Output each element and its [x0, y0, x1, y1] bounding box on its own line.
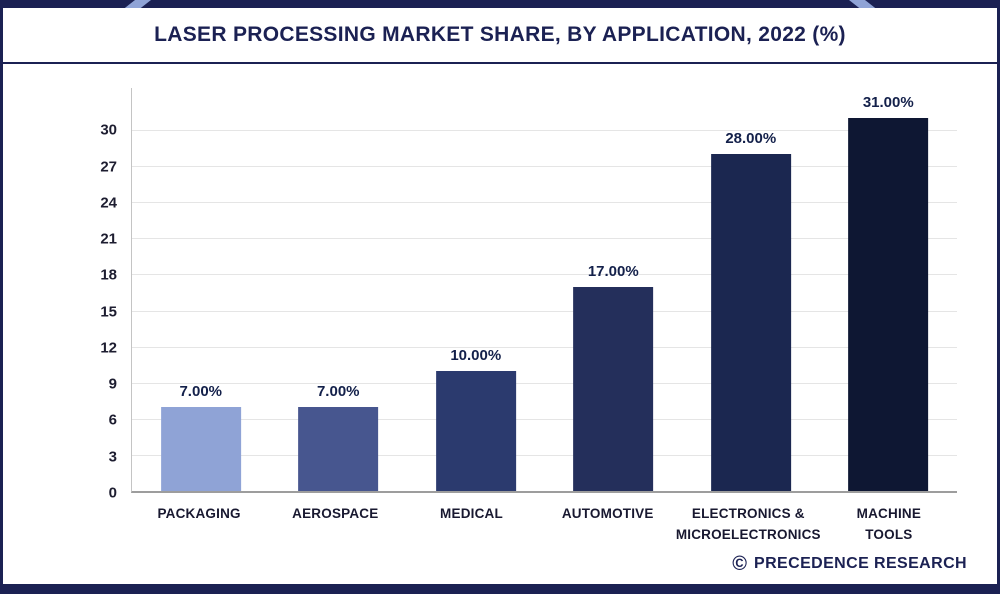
bar-5	[848, 118, 929, 491]
bar-value-label: 28.00%	[725, 130, 777, 148]
x-category-label: PACKAGING	[157, 506, 241, 521]
y-tick-label: 21	[100, 230, 117, 248]
bar-1	[298, 406, 379, 491]
gridline	[132, 418, 957, 420]
brand-text: PRECEDENCE RESEARCH	[754, 555, 967, 572]
bar-value-label: 31.00%	[862, 94, 914, 112]
header-divider	[3, 62, 997, 64]
copyright-icon: ©	[732, 553, 748, 575]
y-axis: 0 3 6 9 12 15 18 21 24 27 30	[76, 88, 131, 502]
chart-region: 0 3 6 9 12 15 18 21 24 27 30 7.00% 7.00% 10.00% 17.00…	[76, 88, 957, 546]
y-tick-label: 30	[100, 121, 117, 139]
x-category-label: MEDICAL	[440, 506, 503, 521]
bar-value-label: 10.00%	[450, 346, 502, 364]
y-tick-label: 18	[100, 266, 117, 284]
header-band: LASER PROCESSING MARKET SHARE, BY APPLIC…	[3, 8, 997, 62]
gridline	[132, 310, 957, 312]
bar-slot: 10.00%	[407, 88, 545, 491]
bar-0	[160, 406, 241, 491]
y-tick-label: 24	[100, 194, 117, 212]
gridline	[132, 346, 957, 348]
y-tick-label: 12	[100, 339, 117, 357]
gridline	[132, 274, 957, 276]
bar-slot: 31.00%	[820, 88, 958, 491]
bar-slot: 7.00%	[270, 88, 408, 491]
gridline	[132, 202, 957, 204]
bar-slot: 28.00%	[682, 88, 820, 491]
bar-slot: 17.00%	[545, 88, 683, 491]
bar-value-label: 7.00%	[179, 382, 223, 400]
bar-3	[573, 286, 654, 491]
x-category-label: MACHINE TOOLS	[856, 506, 922, 542]
y-tick-label: 15	[100, 303, 117, 321]
plot-row: 0 3 6 9 12 15 18 21 24 27 30 7.00% 7.00% 10.00% 17.00…	[76, 88, 957, 502]
x-category-label: ELECTRONICS & MICROELECTRONICS	[675, 506, 821, 542]
x-category-label: AEROSPACE	[292, 506, 379, 521]
gridline	[132, 238, 957, 240]
x-category-label: AUTOMOTIVE	[561, 506, 654, 521]
brand-mark: © PRECEDENCE RESEARCH	[732, 554, 967, 574]
x-axis-labels: PACKAGING AEROSPACE MEDICAL AUTOMOTIVE ELECT…	[131, 493, 957, 546]
bottom-banner-strip	[3, 584, 997, 594]
y-tick-label: 6	[108, 411, 117, 429]
y-tick-label: 27	[100, 158, 117, 176]
y-tick-label: 0	[108, 484, 117, 502]
y-tick-label: 3	[108, 448, 117, 466]
gridline	[132, 454, 957, 456]
gridline	[132, 166, 957, 168]
gridline	[132, 130, 957, 132]
bar-value-label: 17.00%	[587, 262, 639, 280]
top-banner-strip	[3, 0, 997, 8]
y-tick-label: 9	[108, 375, 117, 393]
bar-value-label: 7.00%	[316, 382, 360, 400]
gridline	[132, 382, 957, 384]
bar-2	[435, 370, 516, 491]
plot-area: 7.00% 7.00% 10.00% 17.00% 28.00% 31.00%	[131, 88, 957, 493]
bar-4	[710, 154, 791, 491]
chart-title: LASER PROCESSING MARKET SHARE, BY APPLIC…	[154, 23, 846, 46]
bar-slot: 7.00%	[132, 88, 270, 491]
